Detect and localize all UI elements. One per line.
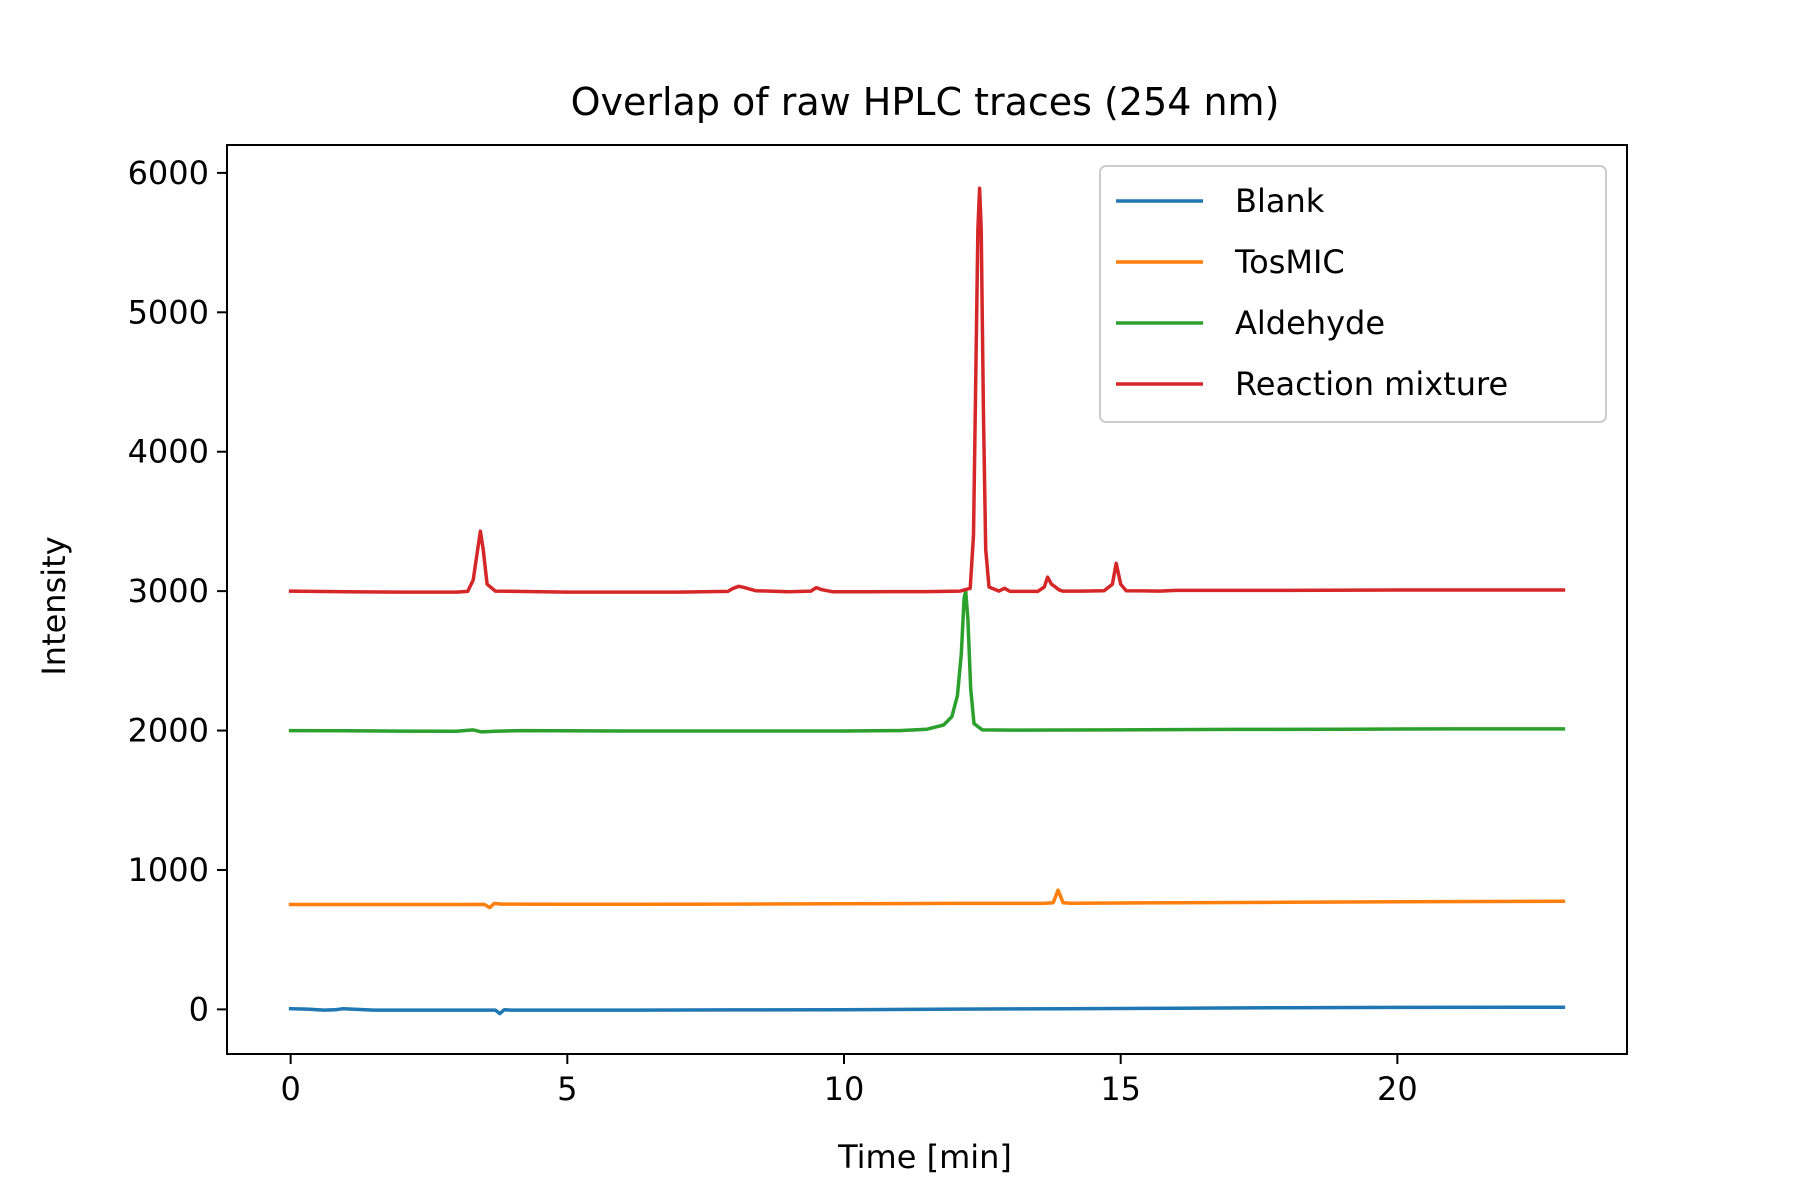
series-line-blank <box>288 1005 1566 1016</box>
x-axis-label: Time [min] <box>837 1138 1012 1176</box>
y-tick-label: 4000 <box>128 433 209 471</box>
y-tick-label: 3000 <box>128 572 209 610</box>
legend-label-blank: Blank <box>1235 182 1325 220</box>
x-tick-label: 15 <box>1100 1070 1141 1108</box>
y-axis-label: Intensity <box>35 536 73 675</box>
series-line-reaction-mixture <box>288 186 1566 594</box>
plot-frame <box>226 144 1628 1055</box>
legend-box <box>1099 165 1607 423</box>
x-tick-label: 5 <box>557 1070 577 1108</box>
legend-label-aldehyde: Aldehyde <box>1235 304 1385 342</box>
y-tick-label: 0 <box>189 990 209 1028</box>
series-line-tosmic <box>288 888 1566 910</box>
x-tick-label: 10 <box>824 1070 865 1108</box>
legend-label-tosmic: TosMIC <box>1234 243 1345 281</box>
x-tick-label: 20 <box>1377 1070 1418 1108</box>
y-tick-label: 5000 <box>128 293 209 331</box>
series-lines <box>288 186 1566 1016</box>
legend: Blank TosMIC Aldehyde Reaction mixture <box>1099 165 1607 423</box>
y-tick-label: 6000 <box>128 154 209 192</box>
plot-area <box>288 186 1566 1016</box>
y-tick-label: 2000 <box>128 712 209 750</box>
x-tick-label: 0 <box>280 1070 300 1108</box>
y-tick-label: 1000 <box>128 851 209 889</box>
axes: 0 5 10 15 20 0 1000 2000 3000 4000 5000 6000 <box>128 144 1628 1108</box>
series-line-aldehyde <box>288 589 1566 734</box>
legend-label-reaction-mixture: Reaction mixture <box>1235 365 1508 403</box>
chart-title: Overlap of raw HPLC traces (254 nm) <box>571 80 1280 124</box>
